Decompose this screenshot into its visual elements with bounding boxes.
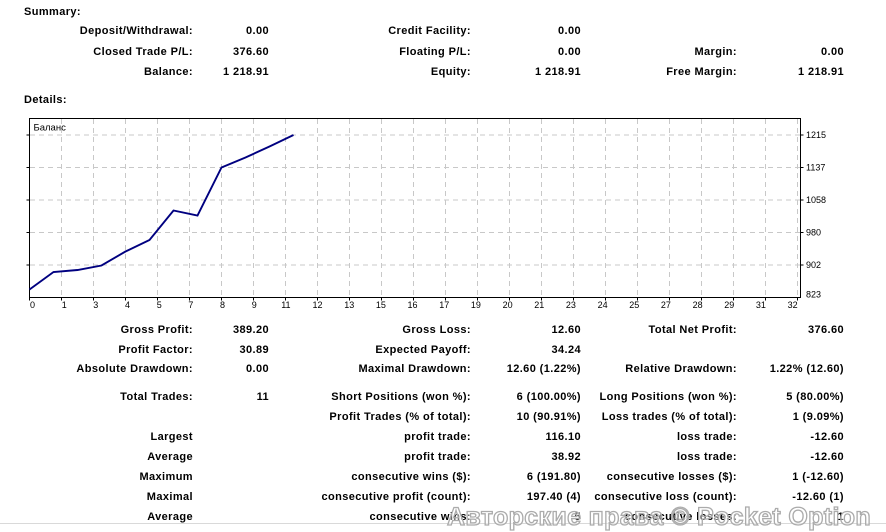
svg-text:8: 8 [220, 300, 225, 310]
svg-text:3: 3 [93, 300, 98, 310]
svg-text:7: 7 [188, 300, 193, 310]
svg-text:980: 980 [806, 228, 821, 238]
svg-text:12: 12 [312, 300, 322, 310]
svg-text:24: 24 [598, 300, 608, 310]
svg-text:17: 17 [439, 300, 449, 310]
svg-text:1137: 1137 [806, 163, 825, 173]
svg-text:19: 19 [471, 300, 481, 310]
svg-text:27: 27 [661, 300, 671, 310]
svg-text:11: 11 [281, 300, 290, 310]
svg-text:902: 902 [806, 260, 821, 270]
svg-text:9: 9 [252, 300, 257, 310]
svg-text:15: 15 [376, 300, 386, 310]
svg-text:Баланс: Баланс [34, 123, 67, 134]
svg-text:5: 5 [157, 300, 162, 310]
svg-text:29: 29 [724, 300, 734, 310]
svg-text:32: 32 [788, 300, 798, 310]
svg-text:823: 823 [806, 289, 821, 299]
svg-text:0: 0 [30, 300, 35, 310]
svg-text:31: 31 [756, 300, 766, 310]
svg-text:4: 4 [125, 300, 130, 310]
svg-text:1: 1 [62, 300, 67, 310]
svg-text:20: 20 [503, 300, 513, 310]
svg-text:25: 25 [629, 300, 639, 310]
svg-text:13: 13 [344, 300, 354, 310]
svg-text:28: 28 [693, 300, 703, 310]
svg-text:1215: 1215 [806, 130, 826, 140]
svg-text:23: 23 [566, 300, 576, 310]
svg-text:1058: 1058 [806, 195, 826, 205]
svg-text:21: 21 [534, 300, 544, 310]
svg-text:16: 16 [407, 300, 417, 310]
